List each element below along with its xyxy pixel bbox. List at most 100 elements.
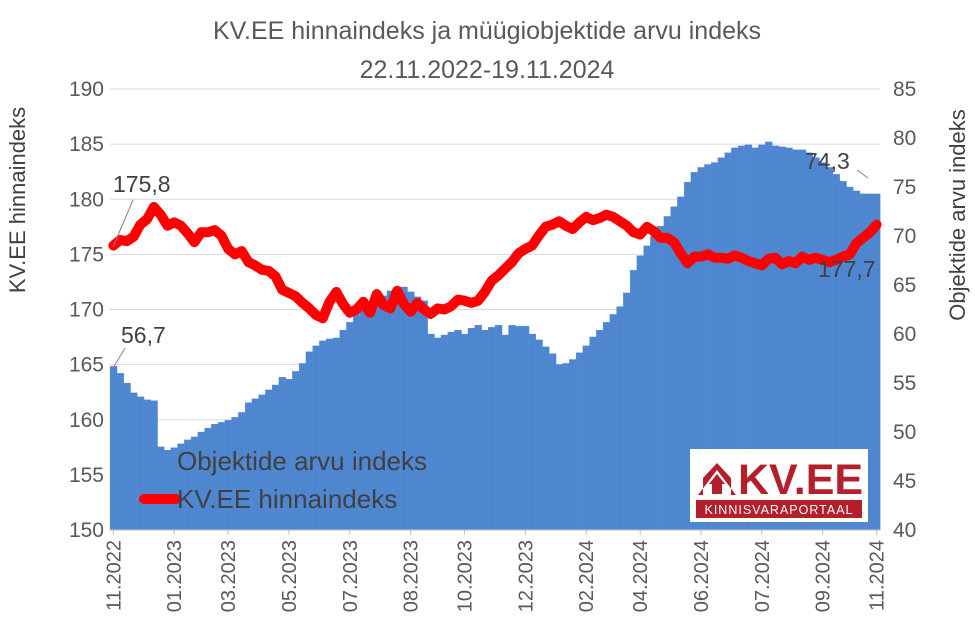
bar — [650, 235, 658, 531]
bar — [663, 216, 672, 531]
line-point — [531, 245, 533, 247]
bar — [528, 333, 536, 531]
bar — [548, 353, 557, 531]
line-point — [828, 261, 830, 263]
line-point — [599, 217, 601, 219]
bar — [589, 336, 597, 531]
line-point — [261, 269, 263, 271]
data-label-first-price: 175,8 — [113, 171, 171, 197]
line-point — [747, 260, 749, 262]
line-point — [551, 224, 553, 226]
line-point — [761, 264, 763, 266]
house-arrow-icon — [709, 474, 725, 494]
line-point — [619, 220, 621, 222]
y-left-tick-label: 175 — [69, 243, 104, 266]
bar — [211, 424, 219, 531]
bar — [130, 392, 138, 531]
x-tick-label: 06.2024 — [691, 540, 713, 612]
x-tick-label: 03.2023 — [218, 540, 240, 612]
line-point — [389, 307, 391, 309]
bar — [596, 329, 604, 531]
bar — [555, 364, 563, 531]
line-series-group — [108, 202, 882, 324]
bar — [609, 314, 618, 531]
bar — [474, 325, 482, 531]
x-tick-label: 07.2023 — [340, 540, 362, 612]
line-point — [518, 252, 520, 254]
line-point — [835, 259, 837, 261]
leader-line-first-price — [112, 199, 134, 248]
line-point — [241, 250, 243, 252]
line-point — [193, 241, 195, 243]
bar — [575, 352, 584, 531]
line-point — [288, 292, 290, 294]
bar — [542, 346, 550, 531]
line-point — [470, 302, 472, 304]
line-point — [504, 268, 506, 270]
x-tick-label: 05.2023 — [279, 540, 301, 612]
bar — [109, 366, 118, 531]
bar — [420, 300, 428, 531]
bar — [116, 373, 124, 531]
chart-subtitle: 22.11.2022-19.11.2024 — [360, 56, 615, 84]
line-point — [295, 295, 297, 297]
line-point — [842, 256, 844, 258]
bar — [447, 331, 455, 531]
bar — [623, 292, 631, 531]
line-point — [369, 312, 371, 314]
line-point — [788, 260, 790, 262]
legend-line-label: KV.EE hinnaindeks — [177, 484, 397, 514]
bar — [494, 325, 503, 531]
bar — [656, 226, 665, 531]
line-point — [869, 231, 871, 233]
data-labels: 175,8 56,7 74,3 177,7 — [112, 148, 876, 369]
bar — [636, 255, 645, 531]
bar — [873, 193, 881, 531]
line-point — [302, 302, 303, 304]
line-point — [673, 241, 675, 243]
x-tick-label: 10.2023 — [455, 540, 477, 612]
bar — [481, 329, 489, 531]
line-point — [187, 232, 189, 234]
line-point — [781, 263, 783, 265]
line-point — [700, 256, 702, 258]
data-label-last-count: 74,3 — [805, 148, 850, 174]
bar — [434, 337, 442, 531]
line-point — [680, 252, 682, 254]
kv-ee-logo: KV.EE KINNISVARAPORTAAL — [690, 449, 868, 522]
line-point — [160, 214, 162, 216]
line-point — [491, 280, 493, 282]
line-point — [578, 221, 580, 223]
line-point — [410, 311, 412, 313]
y-left-axis-title: KV.EE hinnaindeks — [5, 107, 30, 293]
bar — [582, 345, 591, 531]
x-tick-label: 09.2024 — [813, 540, 835, 612]
line-point — [484, 291, 486, 293]
line-point — [180, 225, 182, 227]
bar — [204, 427, 212, 531]
line-point — [329, 301, 331, 303]
y-left-tick-label: 190 — [69, 78, 104, 101]
bar — [515, 326, 523, 531]
line-point — [727, 258, 729, 260]
bar — [123, 382, 131, 531]
y-left-tick-label: 150 — [69, 519, 104, 542]
line-point — [754, 262, 756, 264]
line-point — [795, 262, 797, 264]
line-point — [768, 258, 770, 260]
bar — [461, 333, 469, 531]
y-right-tick-label: 40 — [893, 519, 916, 542]
line-point — [632, 231, 634, 233]
data-label-last-price: 177,7 — [818, 256, 876, 282]
x-tick-label: 01.2023 — [164, 540, 186, 612]
line-point — [437, 307, 439, 309]
y-right-tick-label: 70 — [893, 225, 916, 248]
y-right-axis-title: Objektide arvu indeks — [945, 109, 970, 321]
line-point — [342, 303, 344, 305]
x-tick-label: 08.2023 — [401, 540, 423, 612]
x-tick-label: 12.2023 — [515, 540, 537, 612]
bar — [643, 245, 651, 531]
line-point — [254, 264, 256, 266]
leader-line-last-count — [856, 169, 869, 179]
line-point — [396, 290, 398, 292]
